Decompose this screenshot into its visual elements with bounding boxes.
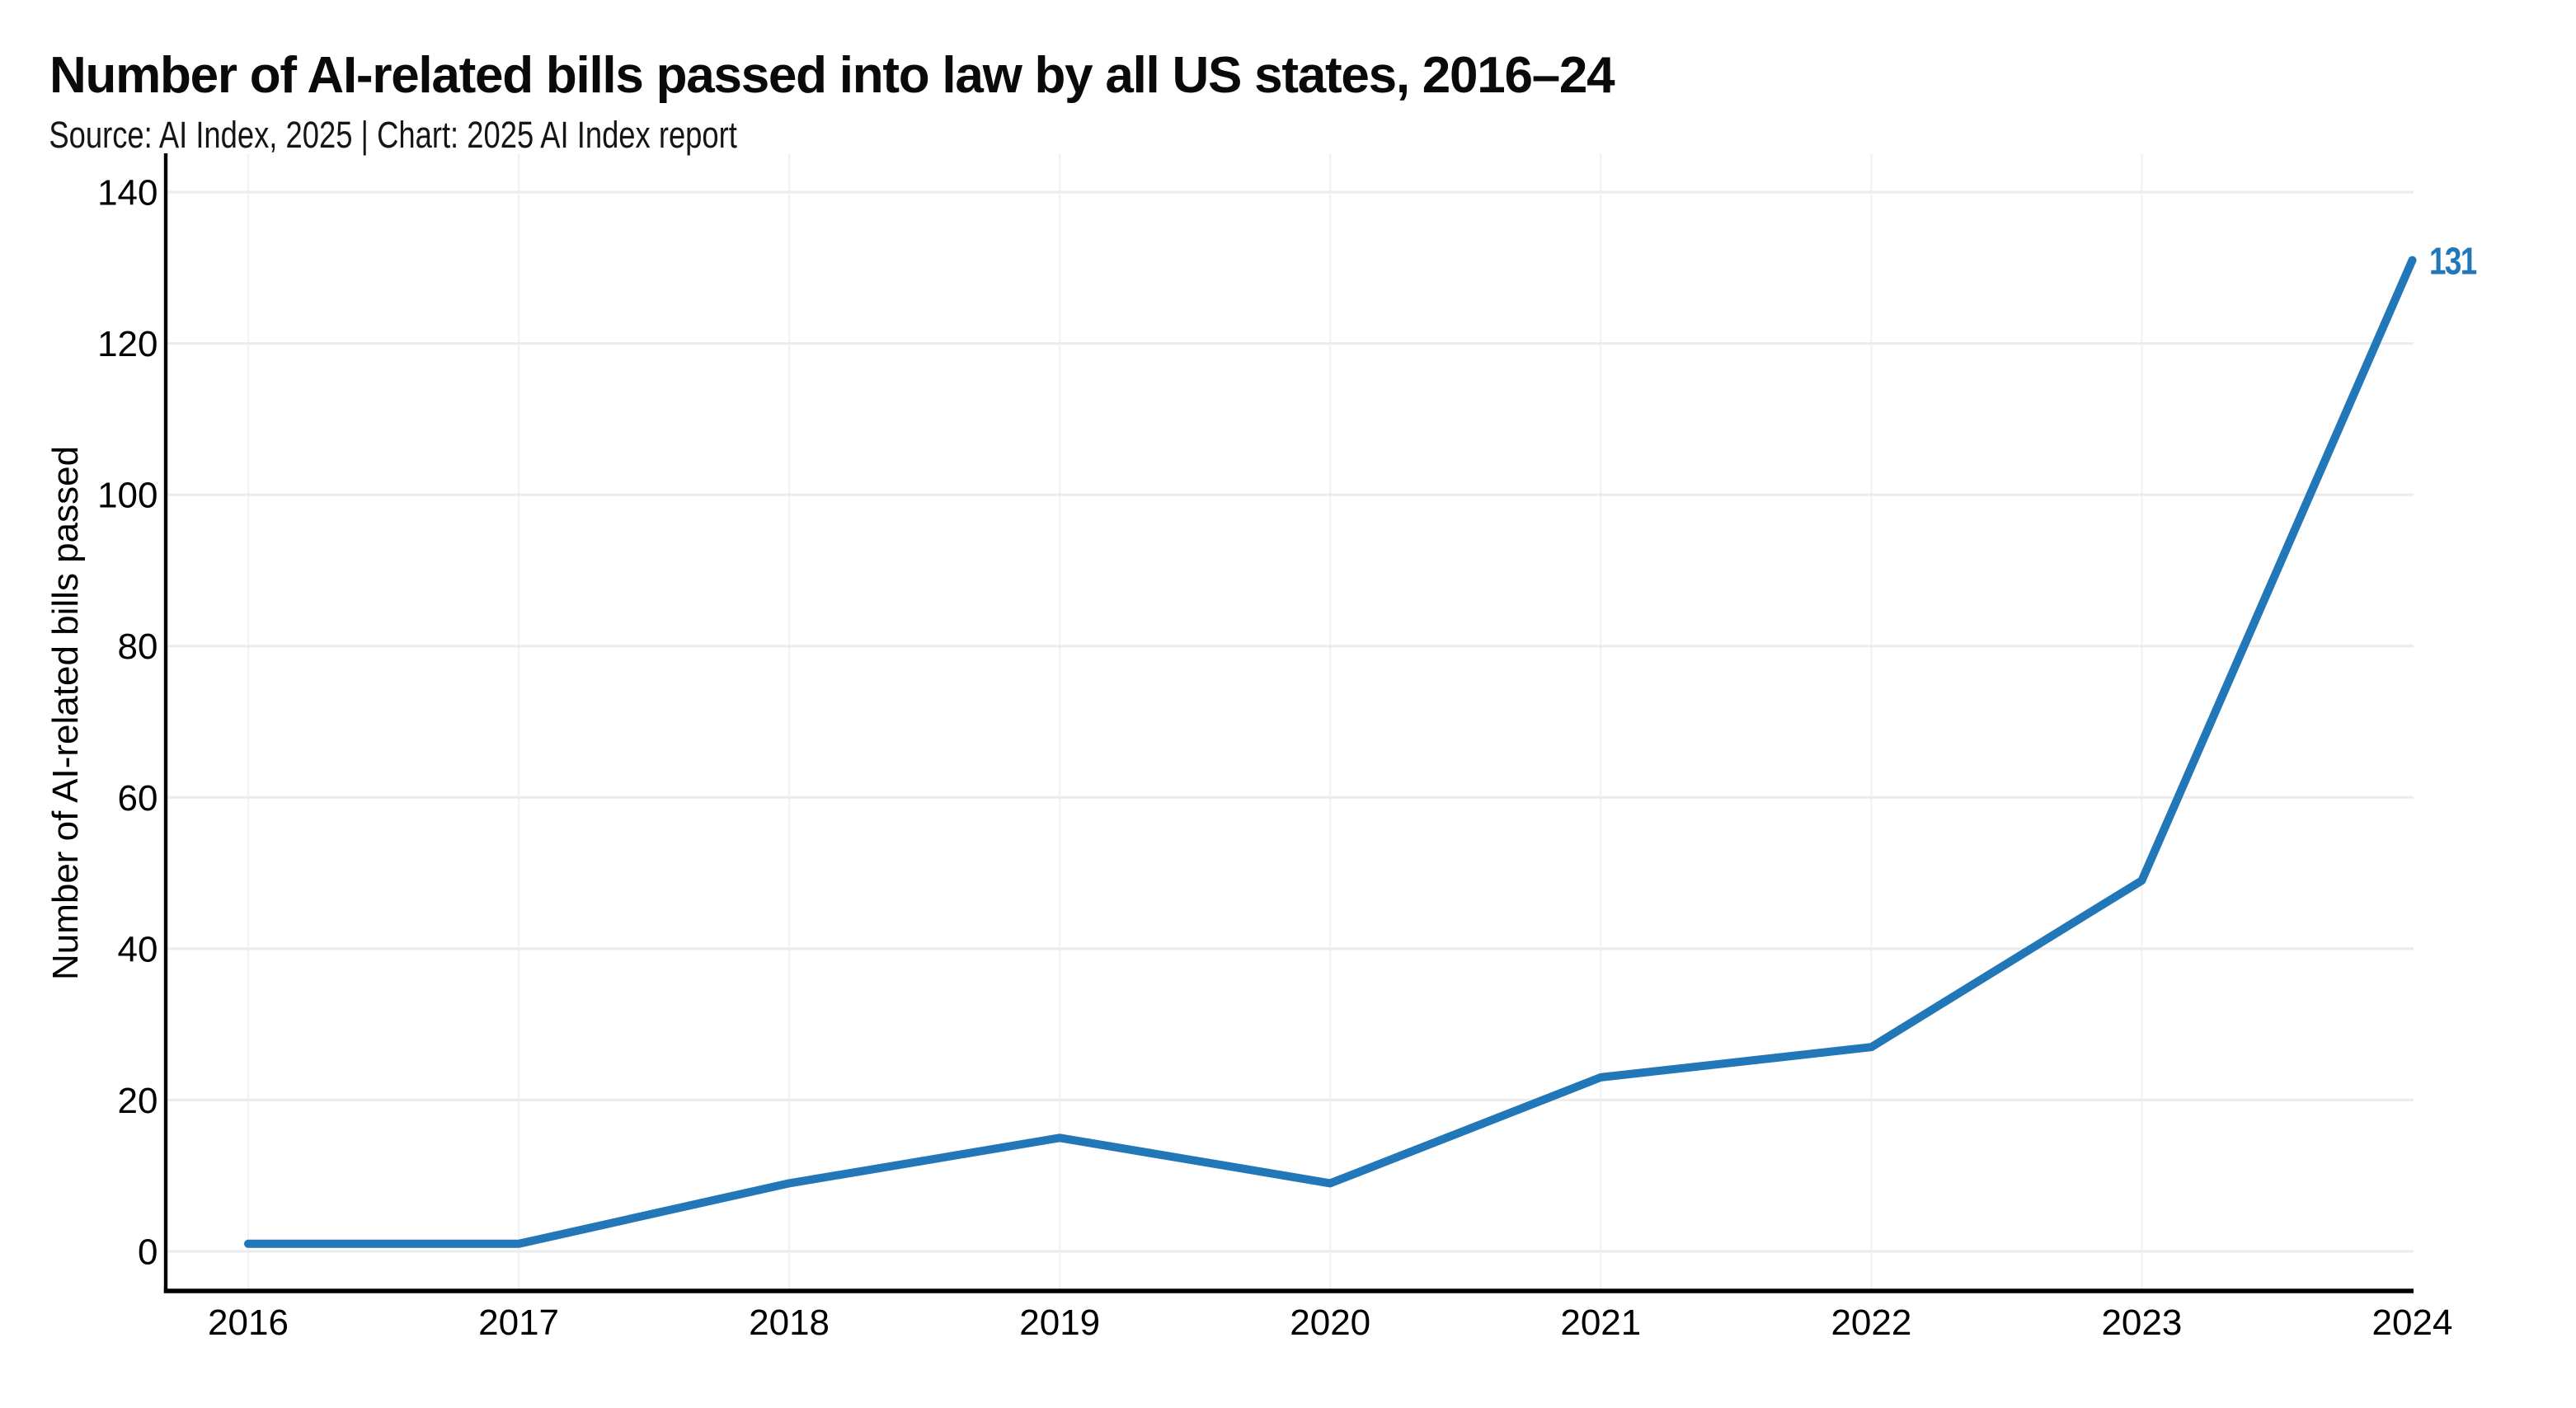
svg-text:140: 140 xyxy=(97,173,157,214)
svg-text:40: 40 xyxy=(118,929,158,969)
svg-text:20: 20 xyxy=(118,1081,158,1121)
svg-text:120: 120 xyxy=(97,324,157,364)
svg-text:2021: 2021 xyxy=(1560,1302,1641,1343)
svg-text:60: 60 xyxy=(118,778,158,819)
svg-text:2022: 2022 xyxy=(1831,1302,1911,1343)
svg-text:2018: 2018 xyxy=(749,1302,830,1343)
svg-text:2024: 2024 xyxy=(2372,1302,2453,1343)
svg-text:2017: 2017 xyxy=(478,1302,559,1343)
svg-text:80: 80 xyxy=(118,627,158,667)
svg-text:Number of AI-related bills pas: Number of AI-related bills passed into l… xyxy=(49,47,1615,104)
svg-text:0: 0 xyxy=(138,1232,157,1273)
svg-text:Source: AI Index, 2025 | Chart: Source: AI Index, 2025 | Chart: 2025 AI … xyxy=(49,114,737,156)
svg-text:131: 131 xyxy=(2429,240,2476,283)
svg-text:100: 100 xyxy=(97,476,157,516)
svg-text:2020: 2020 xyxy=(1290,1302,1370,1343)
svg-text:2016: 2016 xyxy=(208,1302,289,1343)
svg-text:Number of AI-related bills pas: Number of AI-related bills passed xyxy=(45,446,86,980)
svg-text:2023: 2023 xyxy=(2101,1302,2182,1343)
svg-text:2019: 2019 xyxy=(1019,1302,1100,1343)
